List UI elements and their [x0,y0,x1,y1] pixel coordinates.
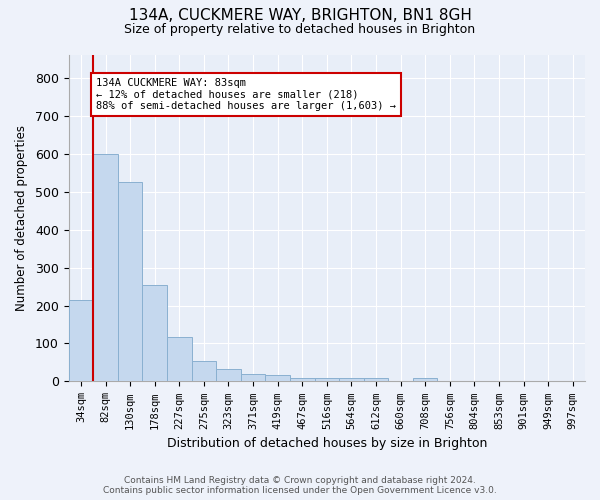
Bar [364,378,388,382]
Bar [241,374,265,382]
Y-axis label: Number of detached properties: Number of detached properties [15,125,28,311]
Bar [167,336,191,382]
Bar [265,376,290,382]
Bar [290,378,314,382]
Bar [142,284,167,382]
Text: Contains HM Land Registry data © Crown copyright and database right 2024.
Contai: Contains HM Land Registry data © Crown c… [103,476,497,495]
Bar [191,362,216,382]
Bar [314,378,339,382]
Text: 134A, CUCKMERE WAY, BRIGHTON, BN1 8GH: 134A, CUCKMERE WAY, BRIGHTON, BN1 8GH [128,8,472,22]
X-axis label: Distribution of detached houses by size in Brighton: Distribution of detached houses by size … [167,437,487,450]
Bar [216,370,241,382]
Text: 134A CUCKMERE WAY: 83sqm
← 12% of detached houses are smaller (218)
88% of semi-: 134A CUCKMERE WAY: 83sqm ← 12% of detach… [96,78,396,111]
Bar [93,154,118,382]
Bar [68,300,93,382]
Bar [339,378,364,382]
Bar [413,378,437,382]
Bar [118,182,142,382]
Text: Size of property relative to detached houses in Brighton: Size of property relative to detached ho… [124,22,476,36]
